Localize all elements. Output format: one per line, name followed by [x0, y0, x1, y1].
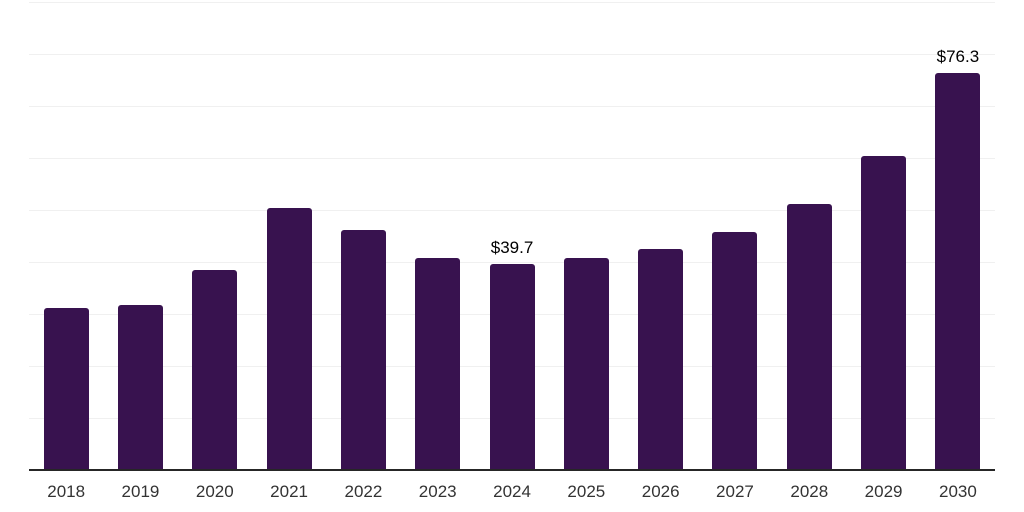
x-tick-label-2019: 2019	[121, 482, 160, 501]
plot-area: $39.7 $76.3	[29, 2, 995, 471]
bar-group-2030: $76.3	[921, 2, 995, 470]
bar-2023[interactable]	[415, 258, 461, 470]
x-tick-label-2024: 2024	[493, 482, 531, 501]
bar-group-2021	[252, 2, 326, 470]
bar-group-2028	[772, 2, 846, 470]
bar-group-2018	[29, 2, 103, 470]
x-tick-label-2028: 2028	[790, 482, 829, 501]
x-tick-label-2029: 2029	[864, 482, 903, 501]
data-label-2030: $76.3	[936, 47, 980, 67]
bar-group-2022	[326, 2, 400, 470]
gridline-90	[29, 2, 995, 3]
x-tick-label-2030: 2030	[938, 482, 977, 501]
bar-2028[interactable]	[786, 203, 832, 470]
gridline-40	[29, 262, 995, 263]
bar-2030[interactable]: $76.3	[935, 47, 981, 470]
bar-group-2020	[178, 2, 252, 470]
bar-2018[interactable]	[43, 307, 89, 470]
bar-2027[interactable]	[712, 231, 758, 470]
bar-2021[interactable]	[266, 207, 312, 470]
x-tick-label-2026: 2026	[641, 482, 680, 501]
bar-2025[interactable]	[563, 258, 609, 470]
bar-group-2026	[624, 2, 698, 470]
x-tick-label-2020: 2020	[195, 482, 234, 501]
bar-group-2025	[549, 2, 623, 470]
x-tick-label-2021: 2021	[270, 482, 308, 501]
x-tick-label-2025: 2025	[567, 482, 606, 501]
bar-2019[interactable]	[117, 304, 163, 470]
bar-group-2027	[698, 2, 772, 470]
bar-2029[interactable]	[861, 155, 907, 470]
gridline-60	[29, 158, 995, 159]
bars-container: $39.7 $76.3	[29, 2, 995, 470]
x-tick-label-2023: 2023	[418, 482, 457, 501]
data-label-2024: $39.7	[490, 237, 534, 257]
bar-group-2029	[846, 2, 920, 470]
x-axis-labels: 2018 2019 2020 2021 2022 2023 2024 2025 2026 2027…	[29, 480, 995, 504]
x-tick-label-2027: 2027	[716, 482, 754, 501]
x-tick-label-2018: 2018	[47, 482, 86, 501]
x-axis-line	[29, 469, 995, 471]
x-tick-label-2022: 2022	[344, 482, 383, 501]
gridline-50	[29, 210, 995, 211]
gridline-80	[29, 54, 995, 55]
bar-2022[interactable]	[340, 229, 386, 470]
gridline-70	[29, 106, 995, 107]
bar-2024[interactable]: $39.7	[489, 238, 535, 470]
bar-2026[interactable]	[638, 248, 684, 470]
bar-group-2019	[103, 2, 177, 470]
bar-group-2024: $39.7	[475, 2, 549, 470]
bar-group-2023	[401, 2, 475, 470]
bar-2020[interactable]	[192, 269, 238, 470]
